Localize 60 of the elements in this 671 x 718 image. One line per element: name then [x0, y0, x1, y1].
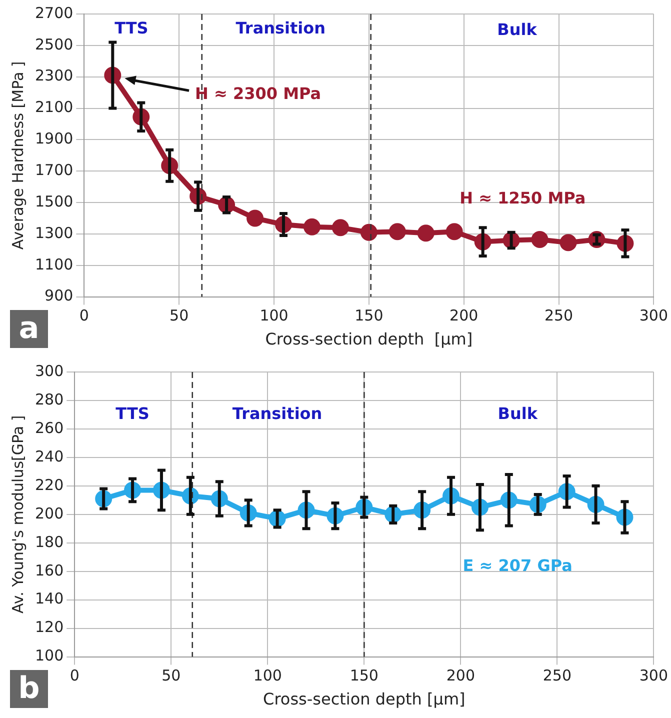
point — [246, 210, 264, 227]
y-tick-label: 1300 — [34, 224, 74, 242]
y-tick-label: 260 — [34, 418, 64, 437]
annotation: TTS — [116, 404, 150, 423]
annotation: Bulk — [498, 404, 538, 423]
point — [417, 224, 434, 242]
x-tick-label: 0 — [79, 306, 89, 325]
y-tick-label: 1900 — [34, 130, 74, 148]
point — [332, 219, 349, 236]
annotation: Transition — [236, 18, 326, 38]
y-tick-label: 120 — [34, 618, 64, 636]
x-tick-label: 250 — [544, 306, 574, 325]
x-axis-title: Cross-section depth [µm] — [263, 690, 466, 709]
y-tick-label: 180 — [34, 532, 64, 551]
y-tick-label: 200 — [34, 504, 64, 522]
x-tick-label: 100 — [253, 666, 282, 685]
x-tick-label: 150 — [354, 306, 384, 325]
x-tick-label: 150 — [350, 666, 378, 685]
y-tick-label: 140 — [34, 590, 64, 608]
point — [360, 224, 378, 241]
x-tick-label: 100 — [260, 306, 288, 325]
annotation: TTS — [114, 18, 148, 38]
y-tick-label: 2300 — [34, 66, 74, 85]
y-tick-label: 2700 — [34, 4, 74, 22]
y-tick-label: 1100 — [34, 255, 74, 274]
x-tick-label: 0 — [70, 666, 80, 685]
y-tick-label: 100 — [34, 646, 64, 665]
y-tick-label: 280 — [34, 390, 64, 408]
y-tick-label: 2100 — [34, 98, 74, 116]
point — [531, 230, 548, 248]
text: b — [18, 670, 40, 706]
x-tick-label: 50 — [170, 306, 189, 325]
x-axis-title: Cross-section depth [µm] — [265, 330, 473, 349]
x-tick-label: 200 — [446, 666, 475, 685]
x-tick-label: 50 — [162, 666, 181, 685]
y-tick-label: 300 — [34, 362, 64, 380]
x-tick-label: 200 — [450, 306, 478, 325]
annotation: H ≈ 2300 MPa — [195, 84, 322, 103]
y-tick-label: 240 — [34, 447, 64, 466]
annotation: H ≈ 1250 MPa — [460, 188, 586, 208]
point — [303, 218, 320, 236]
x-tick-label: 300 — [639, 306, 668, 325]
y-axis-title: Average Hardness [MPa ] — [8, 61, 27, 250]
point — [388, 223, 406, 240]
y-tick-label: 1700 — [34, 161, 74, 179]
x-tick-label: 250 — [542, 666, 572, 685]
y-tick-label: 220 — [34, 476, 64, 494]
y-tick-label: 1500 — [34, 192, 74, 210]
x-tick-label: 300 — [639, 666, 668, 685]
y-tick-label: 2500 — [34, 35, 74, 54]
y-tick-label: 900 — [44, 286, 74, 305]
y-axis-title: Av. Young's modulus[GPa ] — [8, 415, 27, 614]
text: a — [18, 310, 40, 346]
point — [560, 234, 577, 252]
annotation: Bulk — [497, 20, 538, 40]
annotation: Transition — [232, 404, 322, 423]
point — [588, 230, 606, 248]
y-tick-label: 160 — [34, 561, 64, 580]
annotation: E ≈ 207 GPa — [462, 556, 572, 576]
point — [446, 223, 463, 240]
